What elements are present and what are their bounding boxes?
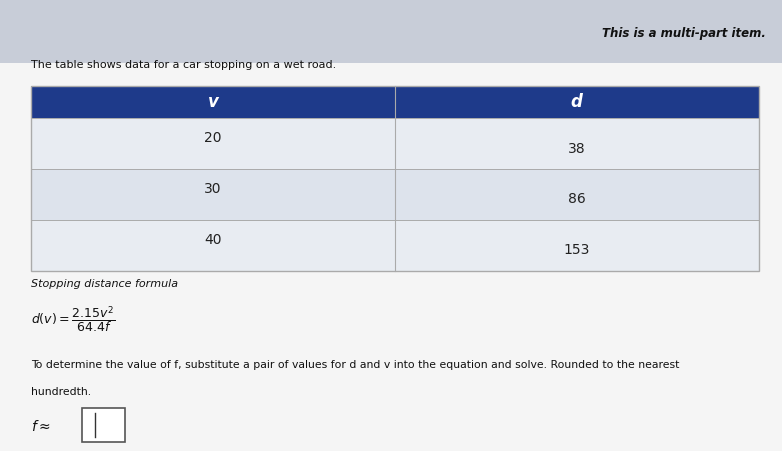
Text: 86: 86 [568, 193, 586, 207]
Text: $d\left(v\right) = \dfrac{2.15v^2}{64.4f}$: $d\left(v\right) = \dfrac{2.15v^2}{64.4f… [31, 305, 116, 336]
Bar [31, 220, 759, 271]
Text: 153: 153 [564, 243, 590, 257]
FancyBboxPatch shape [82, 408, 125, 442]
Text: The table shows data for a car stopping on a wet road.: The table shows data for a car stopping … [31, 60, 336, 70]
Text: $f\approx$: $f\approx$ [31, 419, 51, 434]
Text: 38: 38 [568, 142, 586, 156]
Text: 30: 30 [204, 182, 222, 196]
Bar [31, 169, 759, 220]
Text: hundredth.: hundredth. [31, 387, 91, 397]
Text: To determine the value of f, substitute a pair of values for d and v into the eq: To determine the value of f, substitute … [31, 360, 680, 370]
Bar [0, 63, 782, 451]
Text: Stopping distance formula: Stopping distance formula [31, 279, 178, 289]
Text: 40: 40 [204, 233, 222, 247]
Text: 20: 20 [204, 131, 222, 145]
Text: d: d [571, 93, 583, 111]
Text: v: v [208, 93, 218, 111]
Bar [31, 86, 759, 118]
Bar [31, 118, 759, 169]
Bar [0, 0, 782, 63]
Text: This is a multi-part item.: This is a multi-part item. [602, 28, 766, 40]
Bar [31, 86, 759, 271]
